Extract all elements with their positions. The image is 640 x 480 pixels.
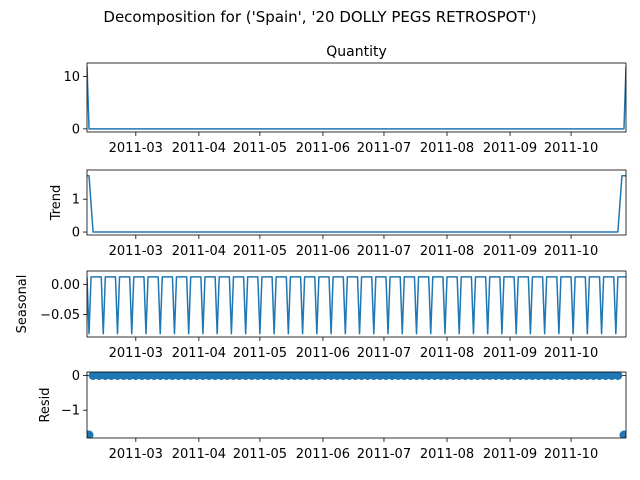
y-tick-label: −1	[61, 404, 80, 419]
series-observed	[87, 66, 626, 130]
y-tick-label: 0	[72, 122, 80, 137]
x-tick-label: 2011-03	[109, 244, 163, 259]
series-line-seasonal	[87, 276, 626, 335]
panel-trend: 2011-03 2011-04 2011-05 2011-06 2011-07 2011-…	[49, 169, 627, 259]
x-tick-label: 2011-07	[357, 447, 411, 462]
x-tick-label: 2011-10	[544, 447, 598, 462]
x-tick-label: 2011-06	[296, 141, 350, 156]
series-line-observed	[87, 66, 626, 130]
panel-observed: 2011-03 2011-04 2011-05 2011-06 2011-07 2011-…	[63, 44, 627, 156]
axes-frame	[86, 169, 627, 236]
x-tick-label: 2011-03	[109, 346, 163, 361]
x-tick-label: 2011-04	[172, 447, 226, 462]
series-line-trend	[87, 175, 626, 233]
x-tick-label: 2011-05	[233, 346, 287, 361]
series-trend	[87, 175, 626, 233]
x-tick-label: 2011-08	[420, 244, 474, 259]
x-tick-label: 2011-03	[109, 141, 163, 156]
x-tick-label: 2011-10	[544, 346, 598, 361]
y-axis-label: Seasonal	[15, 275, 30, 334]
y-tick-label: 0.00	[51, 278, 80, 293]
axes-frame	[86, 62, 627, 133]
resid-point	[87, 430, 94, 438]
y-tick-label: 0	[72, 369, 80, 384]
x-tick-label: 2011-10	[544, 244, 598, 259]
y-tick-label: 0	[72, 226, 80, 241]
x-tick-label: 2011-08	[420, 447, 474, 462]
x-tick-label: 2011-09	[483, 244, 537, 259]
y-axis-label: Resid	[38, 387, 53, 422]
resid-point	[621, 430, 626, 438]
y-axis-label: Trend	[49, 185, 64, 222]
x-tick-label: 2011-05	[233, 447, 287, 462]
y-tick-label: 1	[72, 193, 80, 208]
x-tick-label: 2011-06	[296, 346, 350, 361]
x-tick-label: 2011-10	[544, 141, 598, 156]
x-tick-label: 2011-05	[233, 141, 287, 156]
x-tick-label: 2011-09	[483, 141, 537, 156]
axes-frame	[86, 371, 627, 439]
axes-frame	[86, 270, 627, 338]
x-tick-label: 2011-06	[296, 447, 350, 462]
x-tick-label: 2011-08	[420, 141, 474, 156]
panel-resid: 2011-03 2011-04 2011-05 2011-06 2011-07 2011-…	[38, 369, 627, 462]
x-tick-label: 2011-09	[483, 346, 537, 361]
x-tick-label: 2011-07	[357, 346, 411, 361]
figure-title: Decomposition for ('Spain', '20 DOLLY PE…	[103, 8, 536, 26]
x-tick-label: 2011-05	[233, 244, 287, 259]
x-tick-label: 2011-03	[109, 447, 163, 462]
x-tick-label: 2011-09	[483, 447, 537, 462]
panel-seasonal: 2011-03 2011-04 2011-05 2011-06 2011-07 2011-…	[15, 270, 627, 361]
x-tick-label: 2011-04	[172, 141, 226, 156]
x-tick-label: 2011-04	[172, 346, 226, 361]
x-tick-label: 2011-07	[357, 244, 411, 259]
resid-point	[613, 372, 623, 380]
y-tick-label: 10	[63, 70, 80, 85]
series-seasonal	[87, 276, 626, 335]
panel-title: Quantity	[326, 44, 387, 60]
x-tick-label: 2011-08	[420, 346, 474, 361]
series-resid	[87, 372, 626, 438]
x-tick-label: 2011-06	[296, 244, 350, 259]
chart-panels: 2011-03 2011-04 2011-05 2011-06 2011-07 2011-…	[15, 44, 627, 462]
x-tick-label: 2011-04	[172, 244, 226, 259]
x-tick-label: 2011-07	[357, 141, 411, 156]
y-tick-label: −0.05	[40, 308, 80, 323]
